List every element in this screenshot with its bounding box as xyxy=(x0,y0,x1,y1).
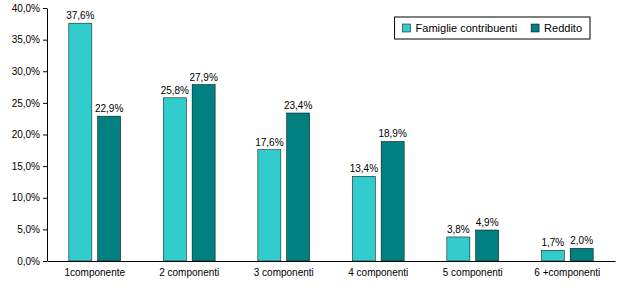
tick-mark xyxy=(43,103,47,104)
tick: 3 componenti xyxy=(254,267,314,278)
tick-label: 5 componenti xyxy=(443,267,503,278)
legend-swatch xyxy=(531,24,539,32)
tick-mark xyxy=(43,135,47,136)
bar xyxy=(447,237,470,261)
bar xyxy=(381,141,404,261)
bar xyxy=(258,150,281,261)
tick: 0,0% xyxy=(17,256,47,267)
bars xyxy=(69,23,593,261)
data-label: 23,4% xyxy=(284,100,312,111)
tick-mark xyxy=(43,40,47,41)
bar xyxy=(192,85,215,261)
data-labels: 37,6% 25,8% 17,6% 13,4% 3,8% 1,7% 22,9% 27,9% 23… xyxy=(66,10,593,248)
tick: 5,0% xyxy=(17,224,47,235)
data-label: 18,9% xyxy=(378,128,406,139)
chart: 37,6% 25,8% 17,6% 13,4% 3,8% 1,7% 22,9% 27,9% 23… xyxy=(0,0,620,301)
tick-label: 2 componenti xyxy=(159,267,219,278)
bar xyxy=(163,98,186,261)
data-label: 3,8% xyxy=(447,224,470,235)
tick-label: 5,0% xyxy=(17,224,40,235)
tick-label: 40,0% xyxy=(12,3,40,14)
tick-mark xyxy=(43,198,47,199)
bar xyxy=(476,230,499,261)
tick-label: 25,0% xyxy=(12,98,40,109)
tick-label: 20,0% xyxy=(12,129,40,140)
tick: 20,0% xyxy=(12,129,47,140)
tick-mark xyxy=(43,166,47,167)
x-axis: 1componente 2 componenti 3 componenti 4 com… xyxy=(48,262,616,279)
bar xyxy=(570,248,593,261)
tick-mark xyxy=(43,261,47,262)
tick: 2 componenti xyxy=(159,267,219,278)
tick-label: 0,0% xyxy=(17,256,40,267)
bar xyxy=(287,113,310,261)
data-label: 37,6% xyxy=(66,10,94,21)
axis-line xyxy=(48,261,616,262)
tick: 5 componenti xyxy=(443,267,503,278)
data-label: 27,9% xyxy=(189,72,217,83)
tick: 15,0% xyxy=(12,161,47,172)
tick: 35,0% xyxy=(12,34,47,45)
tick: 40,0% xyxy=(12,3,47,14)
tick-label: 15,0% xyxy=(12,161,40,172)
tick-mark xyxy=(43,229,47,230)
tick-label: 4 componenti xyxy=(348,267,408,278)
tick-label: 3 componenti xyxy=(254,267,314,278)
legend: Famiglie contribuenti Reddito xyxy=(395,17,590,39)
legend-label: Reddito xyxy=(544,22,582,34)
tick-label: 6 +componenti xyxy=(534,267,600,278)
tick-label: 10,0% xyxy=(12,192,40,203)
tick: 25,0% xyxy=(12,98,47,109)
tick-mark xyxy=(43,8,47,9)
axis-line xyxy=(47,9,48,262)
tick: 1componente xyxy=(64,267,125,278)
bar xyxy=(541,250,564,261)
bar xyxy=(69,23,92,261)
data-label: 25,8% xyxy=(161,85,189,96)
tick-label: 1componente xyxy=(64,267,125,278)
tick: 4 componenti xyxy=(348,267,408,278)
legend-box xyxy=(395,17,590,39)
tick-label: 30,0% xyxy=(12,66,40,77)
data-label: 17,6% xyxy=(255,137,283,148)
tick: 30,0% xyxy=(12,66,47,77)
data-label: 2,0% xyxy=(570,235,593,246)
legend-label: Famiglie contribuenti xyxy=(416,22,518,34)
data-label: 13,4% xyxy=(350,163,378,174)
data-label: 22,9% xyxy=(95,103,123,114)
data-label: 1,7% xyxy=(541,237,564,248)
bar xyxy=(352,176,375,261)
tick: 6 +componenti xyxy=(534,267,600,278)
tick: 10,0% xyxy=(12,192,47,203)
tick-mark xyxy=(43,71,47,72)
tick-label: 35,0% xyxy=(12,34,40,45)
legend-swatch xyxy=(403,24,411,32)
y-axis: 0,0% 5,0% 10,0% 15,0% 20,0% 25,0% 30,0% 35,0% 40… xyxy=(12,3,48,267)
bar xyxy=(98,116,121,261)
data-label: 4,9% xyxy=(476,217,499,228)
